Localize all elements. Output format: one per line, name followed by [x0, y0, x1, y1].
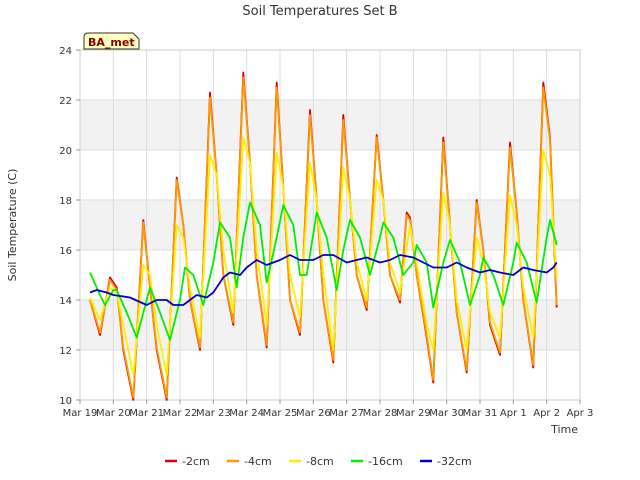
x-tick-label: Mar 27: [329, 408, 364, 419]
y-axis: 10 12 14 16 18 20 22 24: [59, 46, 80, 407]
series-line-8cm: [89, 136, 558, 376]
legend-label: -2cm: [182, 455, 210, 468]
x-tick-label: Apr 1: [500, 408, 527, 419]
y-tick-label: 22: [59, 96, 72, 107]
y-tick-label: 10: [59, 396, 72, 407]
y-tick-label: 24: [59, 46, 72, 57]
site-badge-box: [83, 32, 140, 50]
legend: -2cm -4cm -8cm -16cm -32cm: [165, 455, 472, 468]
legend-label: -16cm: [368, 455, 403, 468]
x-tick-label: Mar 25: [263, 408, 298, 419]
x-tick-label: Mar 24: [229, 408, 264, 419]
series-line-16cm: [89, 201, 558, 341]
x-tick-label: Mar 28: [363, 408, 398, 419]
legend-label: -4cm: [244, 455, 272, 468]
x-tick-label: Apr 2: [533, 408, 560, 419]
plot-frame: [79, 49, 581, 401]
x-tick-label: Mar 26: [296, 408, 331, 419]
y-tick-label: 16: [59, 246, 72, 257]
y-tick-label: 18: [59, 196, 72, 207]
x-axis-label: Time: [550, 423, 578, 436]
x-tick-label: Mar 19: [63, 408, 98, 419]
series-lines: [89, 71, 558, 401]
site-badge-label: BA_met: [88, 36, 135, 49]
y-tick-label: 14: [59, 296, 72, 307]
series-line-32cm: [89, 254, 558, 306]
x-tick-label: Mar 22: [163, 408, 198, 419]
x-tick-label: Mar 20: [96, 408, 131, 419]
y-tick-label: 20: [59, 146, 72, 157]
x-tick-label: Mar 21: [129, 408, 164, 419]
plot-band: [80, 200, 580, 250]
x-tick-label: Apr 3: [567, 408, 594, 419]
site-badge: BA_met: [83, 32, 140, 50]
x-tick-label: Mar 29: [396, 408, 431, 419]
x-tick-label: Mar 31: [463, 408, 498, 419]
y-axis-label: Soil Temperature (C): [6, 169, 19, 282]
legend-label: -32cm: [437, 455, 472, 468]
chart-title: Soil Temperatures Set B: [242, 4, 397, 19]
x-tick-label: Mar 23: [196, 408, 231, 419]
x-tick-label: Mar 30: [429, 408, 464, 419]
plot-band: [80, 100, 580, 150]
legend-label: -8cm: [306, 455, 334, 468]
y-tick-label: 12: [59, 346, 72, 357]
